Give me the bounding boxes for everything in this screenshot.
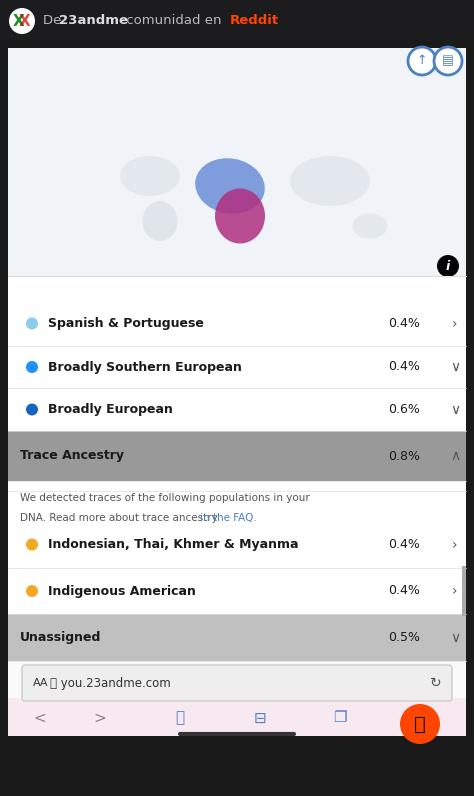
Text: Unassigned: Unassigned (20, 631, 101, 644)
Text: ›: › (452, 537, 458, 552)
Bar (0, 0, 474, 41)
Text: AA: AA (33, 678, 48, 688)
Circle shape (26, 539, 38, 551)
Text: Indonesian, Thai, Khmer & Myanma: Indonesian, Thai, Khmer & Myanma (48, 538, 299, 551)
Text: comunidad en: comunidad en (122, 14, 226, 28)
Text: ↻: ↻ (430, 676, 442, 690)
Text: 🤖: 🤖 (414, 715, 426, 733)
Text: Spanish & Portuguese: Spanish & Portuguese (48, 317, 204, 330)
Text: 0.6%: 0.6% (388, 403, 420, 416)
Bar (8, 388, 466, 431)
Text: ↑: ↑ (417, 54, 427, 68)
Circle shape (408, 47, 436, 75)
Text: DNA. Read more about trace ancestry: DNA. Read more about trace ancestry (20, 513, 221, 523)
Text: Broadly Southern European: Broadly Southern European (48, 361, 242, 373)
Ellipse shape (195, 158, 265, 214)
Text: >: > (94, 711, 106, 725)
Text: Broadly European: Broadly European (48, 403, 173, 416)
Text: De: De (43, 14, 65, 28)
Text: ❐: ❐ (333, 711, 347, 725)
Text: in the FAQ.: in the FAQ. (200, 513, 257, 523)
Text: ⊟: ⊟ (254, 711, 266, 725)
Circle shape (9, 8, 35, 34)
Bar (462, 566, 466, 616)
Text: ▤: ▤ (442, 54, 454, 68)
Text: Reddit: Reddit (230, 14, 279, 28)
Text: i: i (446, 259, 450, 272)
Text: ∨: ∨ (450, 403, 460, 416)
Text: ∧: ∧ (450, 449, 460, 463)
Bar (8, 346, 466, 388)
Text: ∨: ∨ (450, 360, 460, 374)
Ellipse shape (143, 201, 177, 241)
Text: ⎆: ⎆ (175, 711, 184, 725)
Ellipse shape (120, 156, 180, 196)
Bar (8, 48, 466, 736)
Circle shape (400, 704, 440, 744)
Text: 0.4%: 0.4% (388, 584, 420, 598)
Text: 0.4%: 0.4% (388, 317, 420, 330)
Text: 23andme: 23andme (59, 14, 128, 28)
Text: 0.8%: 0.8% (388, 450, 420, 462)
Bar (8, 431, 466, 481)
Bar (8, 661, 466, 736)
Text: X: X (19, 14, 31, 29)
Circle shape (26, 585, 38, 597)
Text: ∨: ∨ (450, 630, 460, 645)
Circle shape (434, 47, 462, 75)
Ellipse shape (353, 213, 388, 239)
Text: <: < (34, 711, 46, 725)
Text: 0.5%: 0.5% (388, 631, 420, 644)
Bar (8, 301, 466, 346)
Bar (8, 698, 466, 736)
Circle shape (26, 404, 38, 416)
Text: Indigenous American: Indigenous American (48, 584, 196, 598)
Text: ›: › (452, 317, 458, 330)
Text: We detected traces of the following populations in your: We detected traces of the following popu… (20, 493, 310, 503)
Text: 🔒 you.23andme.com: 🔒 you.23andme.com (50, 677, 171, 689)
Text: 0.4%: 0.4% (388, 361, 420, 373)
Text: Trace Ancestry: Trace Ancestry (20, 450, 124, 462)
Text: 0.4%: 0.4% (388, 538, 420, 551)
Circle shape (437, 255, 459, 277)
FancyBboxPatch shape (22, 665, 452, 701)
Circle shape (26, 361, 38, 373)
Text: ›: › (452, 584, 458, 598)
Circle shape (26, 318, 38, 330)
Bar (8, 48, 466, 276)
Ellipse shape (215, 189, 265, 244)
Bar (8, 568, 466, 614)
Bar (8, 614, 466, 661)
Text: X: X (13, 14, 25, 29)
Bar (8, 521, 466, 568)
Ellipse shape (290, 156, 370, 206)
